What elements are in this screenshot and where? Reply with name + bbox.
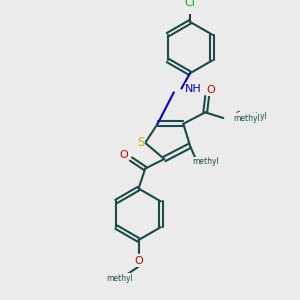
Text: Cl: Cl bbox=[184, 0, 195, 8]
Text: S: S bbox=[137, 136, 144, 149]
Text: O: O bbox=[119, 150, 128, 160]
Text: O: O bbox=[134, 256, 143, 266]
Text: NH: NH bbox=[185, 83, 202, 94]
Text: methyl: methyl bbox=[241, 112, 267, 121]
Text: O: O bbox=[234, 111, 243, 121]
Text: O: O bbox=[207, 85, 215, 95]
Text: methyl: methyl bbox=[233, 114, 260, 123]
Text: methyl: methyl bbox=[192, 158, 219, 166]
Text: methyl: methyl bbox=[106, 274, 133, 283]
